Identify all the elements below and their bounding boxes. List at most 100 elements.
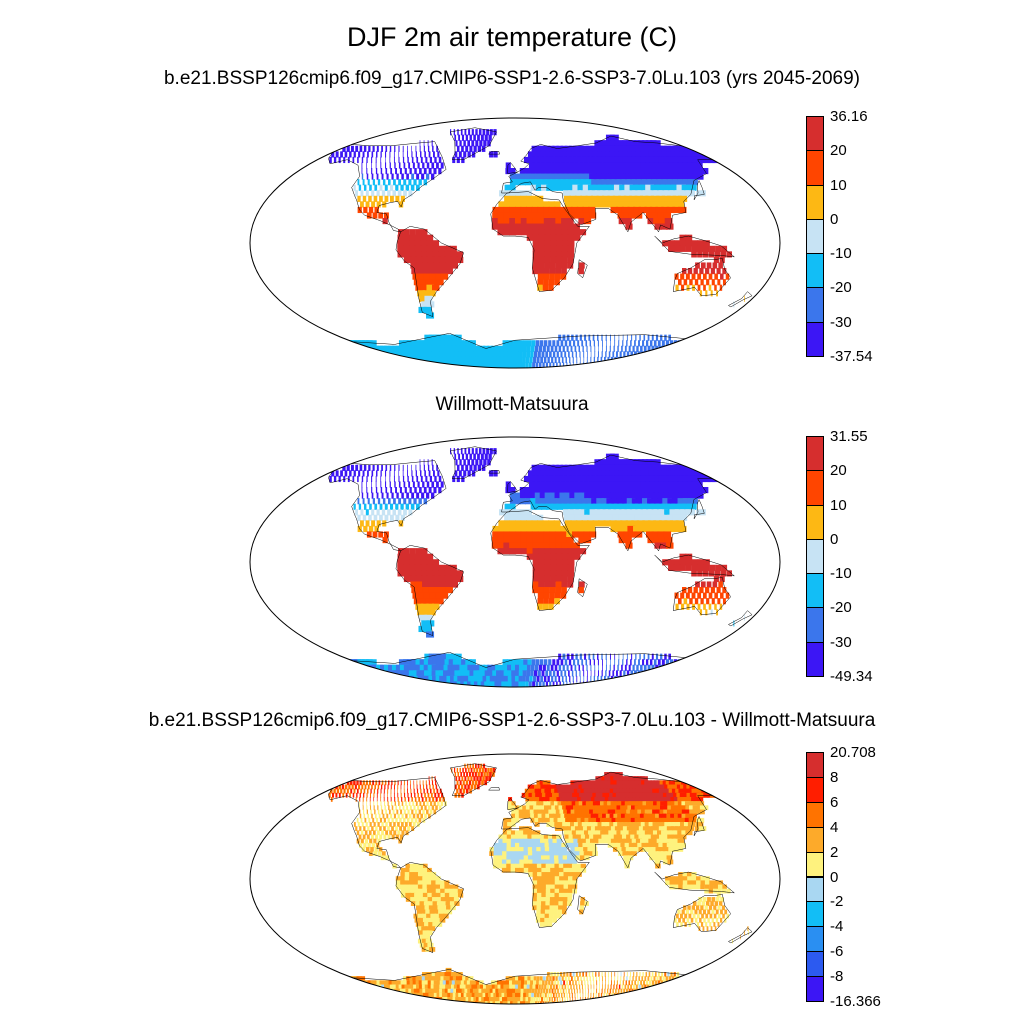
map-cell [663, 531, 672, 538]
map-cell [417, 609, 426, 616]
map-cell [641, 842, 648, 848]
map-cell [364, 362, 377, 368]
map-cell [467, 362, 474, 368]
map-cell [531, 195, 538, 202]
map-cell [549, 976, 552, 981]
map-cell [673, 817, 681, 823]
map-cell [520, 218, 528, 225]
map-cell [388, 675, 400, 683]
map-cell [538, 223, 545, 230]
map-cell [459, 788, 462, 794]
map-cell [681, 345, 687, 352]
map-cell [619, 838, 626, 844]
map-cell [397, 813, 400, 819]
map-cell [625, 542, 633, 549]
map-cell [465, 340, 472, 347]
map-cell [642, 817, 650, 823]
map-cell [589, 976, 591, 981]
map-cell [572, 356, 574, 364]
map-cell [447, 664, 455, 671]
map-cell [523, 834, 529, 840]
map-cell [401, 830, 405, 836]
map-cell [549, 817, 555, 823]
map-cell [703, 240, 710, 247]
map-cell [573, 229, 581, 236]
map-cell [552, 162, 559, 169]
map-cell [558, 826, 565, 831]
map-cell [536, 901, 542, 906]
map-cell [679, 834, 687, 840]
map-cell [445, 901, 451, 906]
map-cell [548, 145, 555, 152]
map-cell [602, 664, 603, 671]
map-cell [572, 867, 578, 873]
map-cell [363, 788, 366, 794]
map-cell [390, 792, 392, 798]
map-cell [559, 888, 564, 894]
map-cell [367, 670, 379, 677]
map-cell [398, 681, 409, 687]
map-cell [548, 284, 554, 291]
map-cell [515, 223, 522, 230]
map-cell [587, 847, 593, 852]
map-cell [412, 362, 422, 368]
map-cell [697, 603, 701, 610]
map-cell [568, 792, 575, 798]
map-cell [531, 525, 539, 533]
map-cell [538, 792, 544, 798]
map-cell [332, 792, 335, 798]
map-cell [714, 251, 721, 258]
map-cell [645, 842, 652, 848]
map-cell [509, 537, 516, 544]
map-cell [529, 675, 533, 683]
map-cell [655, 670, 660, 677]
map-cell [535, 184, 543, 191]
map-cell [431, 917, 438, 923]
coastline [727, 610, 753, 627]
map-cell [658, 826, 666, 831]
map-cell [548, 340, 552, 347]
map-cell [515, 525, 522, 533]
map-cell [436, 901, 443, 906]
map-cell [588, 470, 597, 477]
map-cell [364, 784, 367, 790]
map-cell [363, 145, 367, 152]
map-cell [369, 780, 372, 786]
map-cell [588, 817, 595, 823]
map-cell [409, 559, 416, 566]
map-cell [575, 351, 577, 358]
map-cell [574, 492, 582, 499]
map-cell [372, 212, 378, 219]
map-cell [426, 162, 430, 169]
map-cell [548, 809, 554, 815]
map-cell [570, 481, 578, 488]
map-cell [535, 145, 542, 152]
map-cell [610, 826, 618, 831]
map-cell [682, 917, 686, 923]
map-cell [554, 888, 560, 894]
map-cell [538, 362, 542, 368]
map-cell [554, 826, 561, 831]
map-cell [635, 838, 643, 844]
map-cell [460, 448, 463, 455]
map-cell [409, 256, 417, 264]
map-cell [589, 145, 598, 152]
map-cell [409, 876, 415, 881]
map-cell [598, 826, 605, 831]
map-cell [597, 797, 605, 802]
map-cell [673, 670, 679, 677]
map-cell [563, 897, 568, 902]
map-cell [552, 351, 556, 358]
map-cell [419, 464, 421, 471]
map-cell [621, 664, 623, 671]
map-cell [428, 470, 431, 477]
map-cell [387, 826, 390, 831]
map-cell [590, 838, 596, 844]
map-cell [441, 653, 450, 660]
map-cell [415, 145, 417, 152]
map-cell [475, 780, 478, 786]
map-cell [658, 537, 667, 544]
map-cell [418, 888, 424, 894]
map-cell [579, 681, 581, 687]
map-cell [510, 851, 516, 856]
